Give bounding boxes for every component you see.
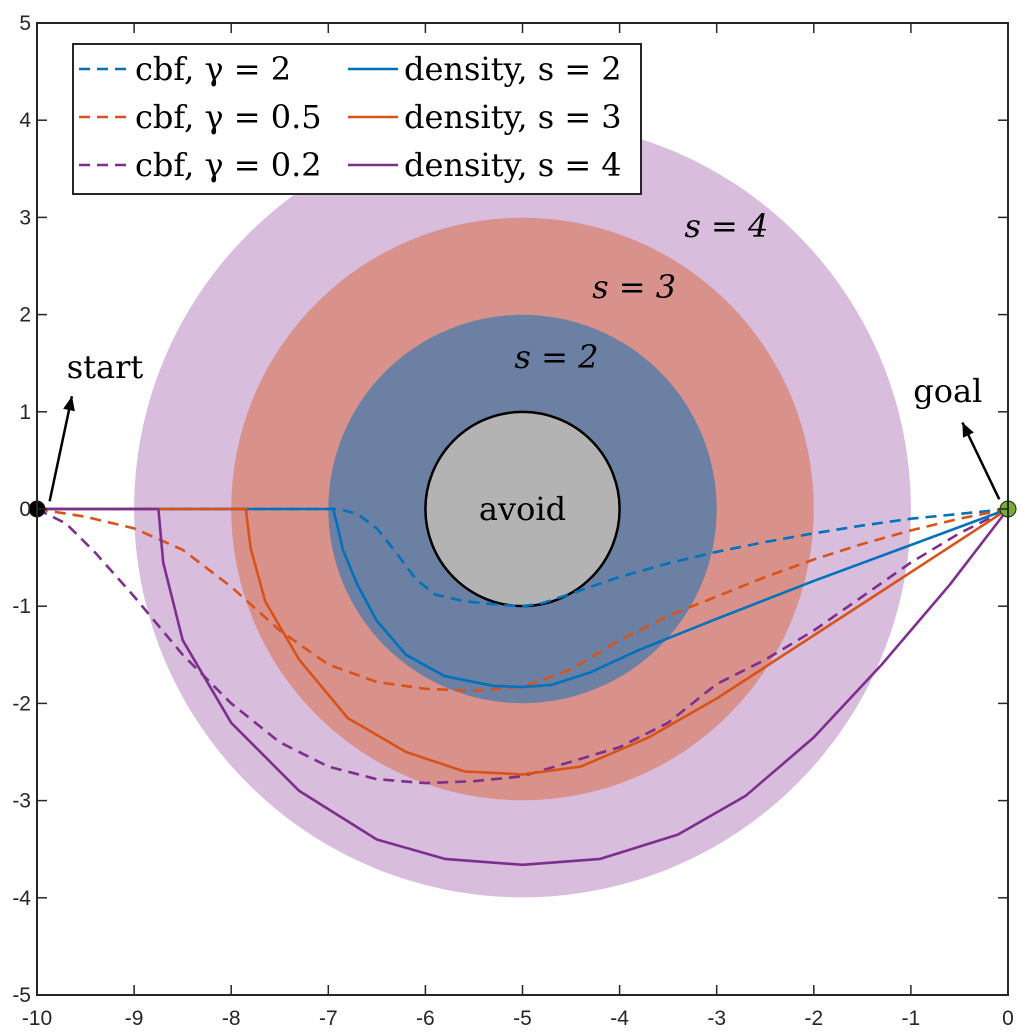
region-label-s3: s = 3 bbox=[592, 268, 676, 306]
x-tick-label: -1 bbox=[902, 1007, 921, 1030]
y-tick-label: -2 bbox=[12, 692, 31, 715]
y-tick-label: 0 bbox=[19, 498, 31, 521]
series-line-4 bbox=[37, 507, 1008, 776]
legend-label-0: cbf, γ = 2 bbox=[135, 50, 291, 88]
y-tick-label: -1 bbox=[12, 595, 31, 618]
y-tick-label: 3 bbox=[19, 206, 31, 229]
series-line-1 bbox=[37, 507, 1008, 693]
obstacle: avoid bbox=[424, 410, 621, 608]
legend-label-2: cbf, γ = 0.2 bbox=[135, 146, 322, 184]
goal-label: goal bbox=[913, 372, 982, 410]
legend-label-4: density, s = 3 bbox=[404, 98, 622, 136]
annotations: start goal bbox=[48, 348, 1001, 502]
series-line-5 bbox=[37, 507, 1008, 867]
x-tick-label: -10 bbox=[22, 1007, 52, 1030]
x-tick-label: -7 bbox=[319, 1007, 338, 1030]
x-tick-label: -4 bbox=[610, 1007, 629, 1030]
legend-label-5: density, s = 4 bbox=[404, 146, 622, 184]
obstacle-label: avoid bbox=[479, 490, 566, 528]
goal-arrow-head bbox=[962, 422, 974, 438]
series-line-0 bbox=[37, 507, 1008, 608]
series-line-3 bbox=[37, 507, 1008, 689]
y-tick-label: -3 bbox=[12, 790, 31, 813]
y-tick-label: -5 bbox=[12, 984, 31, 1007]
x-tick-label: -8 bbox=[222, 1007, 241, 1030]
y-tick-label: 5 bbox=[19, 12, 31, 35]
series-line-2 bbox=[37, 507, 1008, 785]
legend: cbf, γ = 2 cbf, γ = 0.5 cbf, γ = 0.2 densit… bbox=[72, 43, 642, 195]
x-tick-label: -6 bbox=[416, 1007, 435, 1030]
x-tick-label: -9 bbox=[125, 1007, 144, 1030]
y-tick-label: -4 bbox=[12, 887, 31, 910]
x-tick-label: -3 bbox=[707, 1007, 726, 1030]
x-tick-label: -2 bbox=[804, 1007, 823, 1030]
region-label-s2: s = 2 bbox=[515, 338, 599, 376]
start-arrow-line bbox=[48, 395, 74, 502]
y-tick-label: 1 bbox=[19, 401, 31, 424]
legend-label-1: cbf, γ = 0.5 bbox=[135, 98, 322, 136]
legend-box bbox=[72, 43, 642, 195]
x-tick-label: -5 bbox=[513, 1007, 532, 1030]
y-tick-label: 4 bbox=[19, 109, 31, 132]
start-label: start bbox=[67, 348, 144, 386]
y-tick-label: 2 bbox=[19, 304, 31, 327]
region-label-s4: s = 4 bbox=[684, 207, 768, 245]
trajectories bbox=[37, 507, 1008, 867]
legend-label-3: density, s = 2 bbox=[404, 50, 622, 88]
x-tick-label: 0 bbox=[1002, 1007, 1014, 1030]
start-arrow-head bbox=[63, 396, 75, 412]
goal-arrow-line bbox=[961, 421, 1001, 500]
